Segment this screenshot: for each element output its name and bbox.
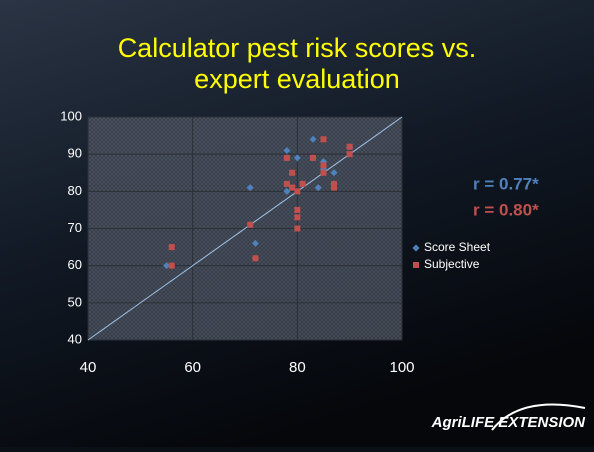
point [294, 206, 301, 213]
point [330, 184, 337, 191]
point [289, 169, 296, 176]
y-tick-label: 80 [68, 183, 82, 198]
y-tick-label: 100 [60, 108, 82, 123]
x-tick-label: 100 [389, 359, 414, 376]
chart-title-text: Calculator pest risk scores vs. expert ev… [118, 33, 477, 94]
point [293, 154, 301, 162]
point [251, 239, 259, 247]
point [283, 154, 290, 161]
point [346, 143, 353, 150]
point [247, 221, 254, 228]
y-tick-label: 50 [68, 294, 82, 309]
plot: 40 50 60 70 80 90 100 40 60 80 100 [60, 108, 420, 376]
point [168, 262, 175, 269]
point [309, 135, 317, 143]
legend-label: Score Sheet [424, 240, 491, 254]
annotation: r = 0.80* [473, 200, 539, 219]
logo: AgriLIFE EXTENSION [431, 414, 587, 431]
point [320, 169, 327, 176]
y-tick-label: 40 [68, 331, 82, 346]
point [289, 184, 296, 191]
point [163, 262, 170, 270]
point [320, 136, 327, 143]
logo-swoosh [491, 403, 586, 431]
point [294, 188, 301, 195]
y-tick-label: 90 [68, 146, 82, 161]
y-tick-label: 70 [68, 220, 82, 235]
point [283, 146, 291, 154]
annotation: r = 0.77* [473, 174, 539, 193]
point [299, 180, 306, 187]
chart-title: Calculator pest risk scores vs. expert ev… [118, 33, 477, 94]
point [246, 184, 254, 192]
point [314, 184, 322, 192]
point [283, 187, 291, 195]
legend-marker [413, 262, 419, 268]
legend-marker [412, 244, 420, 252]
x-tick-label: 40 [80, 359, 97, 376]
point [283, 180, 290, 187]
point [294, 214, 301, 221]
point [252, 255, 259, 262]
x-tick-label: 80 [289, 359, 306, 376]
point [346, 151, 353, 158]
y-tick-label: 60 [68, 257, 82, 272]
point [310, 154, 317, 161]
point [330, 169, 338, 177]
legend-label: Subjective [424, 257, 480, 271]
point [294, 225, 301, 232]
point [168, 244, 175, 251]
point [330, 180, 337, 187]
x-tick-label: 60 [184, 359, 201, 376]
point [320, 162, 327, 169]
